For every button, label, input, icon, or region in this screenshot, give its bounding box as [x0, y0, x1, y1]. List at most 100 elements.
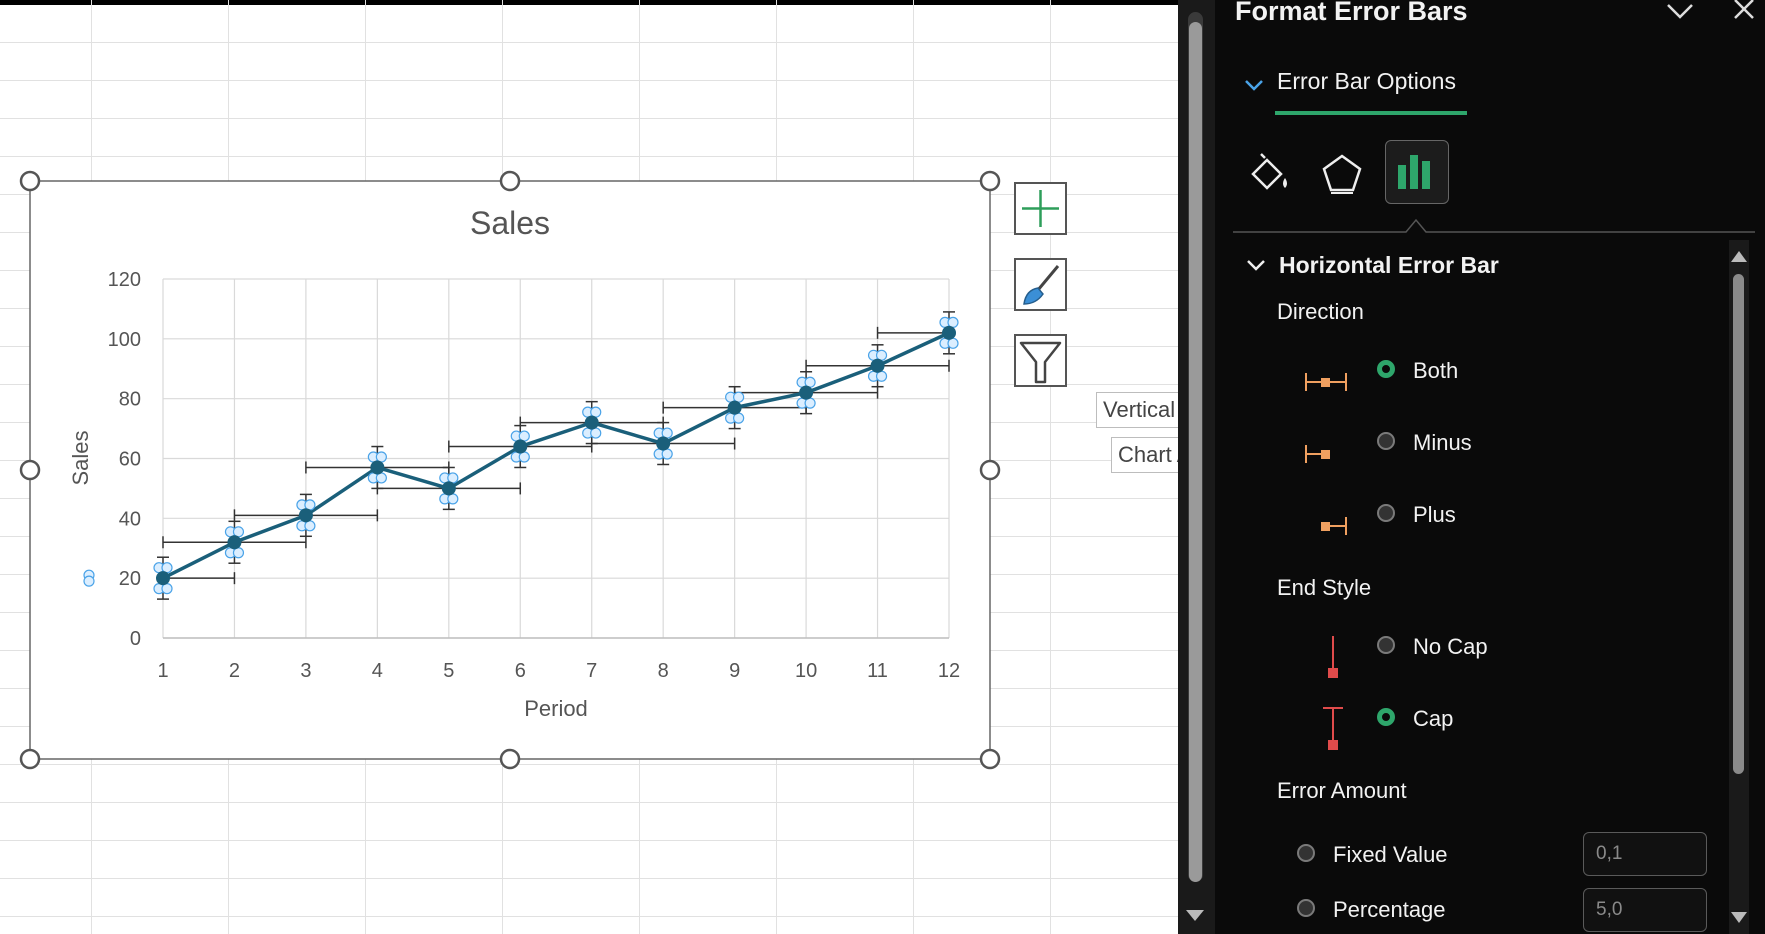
- data-points[interactable]: [156, 325, 956, 586]
- fixed-value-input[interactable]: 0,1: [1583, 832, 1707, 876]
- grid-line: [0, 156, 1178, 157]
- data-point[interactable]: [441, 481, 456, 496]
- direction-minus-label[interactable]: Minus: [1413, 430, 1472, 455]
- radio-cap[interactable]: [1377, 708, 1395, 726]
- close-icon[interactable]: [1729, 0, 1759, 22]
- cap-label[interactable]: Cap: [1413, 706, 1454, 731]
- section-horizontal-error-bar[interactable]: Horizontal Error Bar: [1279, 252, 1499, 278]
- grid-line: [0, 764, 1178, 765]
- x-tick-label: 3: [300, 660, 311, 682]
- plus-icon: [1022, 190, 1059, 227]
- scroll-down-arrow-icon[interactable]: [1186, 910, 1204, 921]
- y-tick-label: 80: [119, 389, 141, 411]
- chart-title[interactable]: Sales: [470, 205, 550, 241]
- x-axis-title[interactable]: Period: [524, 696, 588, 721]
- chart-elements-button[interactable]: [1014, 182, 1067, 235]
- selection-handle[interactable]: [83, 575, 95, 587]
- data-point[interactable]: [298, 508, 313, 523]
- grid-line: [0, 878, 1178, 879]
- format-error-bars-pane: Format Error Bars Error Bar Options Hori…: [1215, 0, 1765, 934]
- data-point[interactable]: [727, 400, 742, 415]
- percentage-label[interactable]: Percentage: [1333, 897, 1446, 922]
- tab-underline: [1275, 111, 1467, 115]
- chart-resize-handles[interactable]: [19, 170, 1001, 770]
- percentage-input[interactable]: 5,0: [1583, 888, 1707, 932]
- direction-label: Direction: [1277, 299, 1364, 324]
- x-tick-label: 9: [729, 660, 740, 682]
- y-tick-label: 40: [119, 508, 141, 530]
- effects-pentagon-icon[interactable]: [1319, 150, 1365, 196]
- inner-scrollbar[interactable]: [1729, 240, 1749, 934]
- pane-scrollbar-thumb[interactable]: [1189, 22, 1202, 882]
- data-point[interactable]: [513, 439, 528, 454]
- y-axis-title[interactable]: Sales: [68, 430, 93, 485]
- data-point[interactable]: [942, 325, 956, 340]
- data-point[interactable]: [870, 358, 885, 373]
- grid-line: [0, 118, 1178, 119]
- funnel-icon: [1019, 341, 1062, 384]
- radio-percentage[interactable]: [1297, 899, 1315, 917]
- x-tick-label: 1: [157, 660, 168, 682]
- y-tick-label: 0: [130, 628, 141, 650]
- fill-line-icon[interactable]: [1247, 150, 1293, 196]
- brush-icon: [1023, 265, 1060, 305]
- resize-handle[interactable]: [499, 170, 521, 192]
- x-axis-ticks: 1 2 3 4 5 6 7 8 9 10 11 12: [157, 660, 960, 682]
- grid-line: [1050, 0, 1051, 934]
- scroll-up-arrow-icon[interactable]: [1730, 250, 1748, 264]
- grid-line: [0, 802, 1178, 803]
- y-tick-label: 120: [108, 269, 141, 291]
- data-point[interactable]: [156, 571, 170, 586]
- y-tick-label: 20: [119, 568, 141, 590]
- resize-handle[interactable]: [19, 459, 41, 481]
- direction-plus-icon: [1321, 517, 1347, 535]
- data-point[interactable]: [370, 460, 385, 475]
- fixed-value-label[interactable]: Fixed Value: [1333, 842, 1448, 867]
- pane-title: Format Error Bars: [1235, 0, 1468, 26]
- resize-handle[interactable]: [979, 170, 1001, 192]
- data-point[interactable]: [584, 415, 599, 430]
- x-tick-label: 4: [372, 660, 383, 682]
- data-point[interactable]: [656, 436, 671, 451]
- end-style-label: End Style: [1277, 575, 1372, 600]
- cap-icon: [1323, 707, 1343, 750]
- scroll-down-arrow-icon[interactable]: [1730, 910, 1748, 924]
- x-tick-label: 11: [867, 660, 888, 682]
- direction-both-label[interactable]: Both: [1413, 358, 1459, 383]
- radio-plus[interactable]: [1377, 504, 1395, 522]
- resize-handle[interactable]: [19, 170, 41, 192]
- grid-line: [0, 840, 1178, 841]
- resize-handle[interactable]: [979, 459, 1001, 481]
- tab-error-bar-options[interactable]: Error Bar Options: [1277, 68, 1456, 94]
- chevron-down-icon[interactable]: [1663, 0, 1697, 22]
- no-cap-label[interactable]: No Cap: [1413, 634, 1488, 659]
- inner-scrollbar-thumb[interactable]: [1733, 274, 1744, 774]
- x-tick-label: 2: [229, 660, 240, 682]
- grid-line: [0, 80, 1178, 81]
- x-tick-label: 6: [515, 660, 526, 682]
- sales-series-line[interactable]: [162, 331, 950, 580]
- radio-no-cap[interactable]: [1377, 636, 1395, 654]
- resize-handle[interactable]: [499, 748, 521, 770]
- resize-handle[interactable]: [19, 748, 41, 770]
- x-tick-label: 5: [443, 660, 454, 682]
- data-point[interactable]: [227, 535, 242, 550]
- chart-filters-button[interactable]: [1014, 334, 1067, 387]
- error-bar-options-tab-button[interactable]: [1385, 140, 1449, 204]
- no-cap-icon: [1328, 636, 1338, 678]
- chart-area[interactable]: [29, 180, 991, 760]
- x-tick-label: 10: [795, 660, 817, 682]
- radio-both[interactable]: [1377, 360, 1395, 378]
- data-point[interactable]: [799, 385, 814, 400]
- x-tick-label: 7: [586, 660, 597, 682]
- pane-scrollbar[interactable]: [1178, 0, 1215, 934]
- section-chevron-icon[interactable]: [1245, 256, 1267, 274]
- chart-styles-button[interactable]: [1014, 258, 1067, 311]
- radio-fixed-value[interactable]: [1297, 844, 1315, 862]
- direction-plus-label[interactable]: Plus: [1413, 502, 1456, 527]
- radio-minus[interactable]: [1377, 432, 1395, 450]
- resize-handle[interactable]: [979, 748, 1001, 770]
- window-top-border: [0, 0, 1178, 5]
- series-line[interactable]: [162, 331, 950, 580]
